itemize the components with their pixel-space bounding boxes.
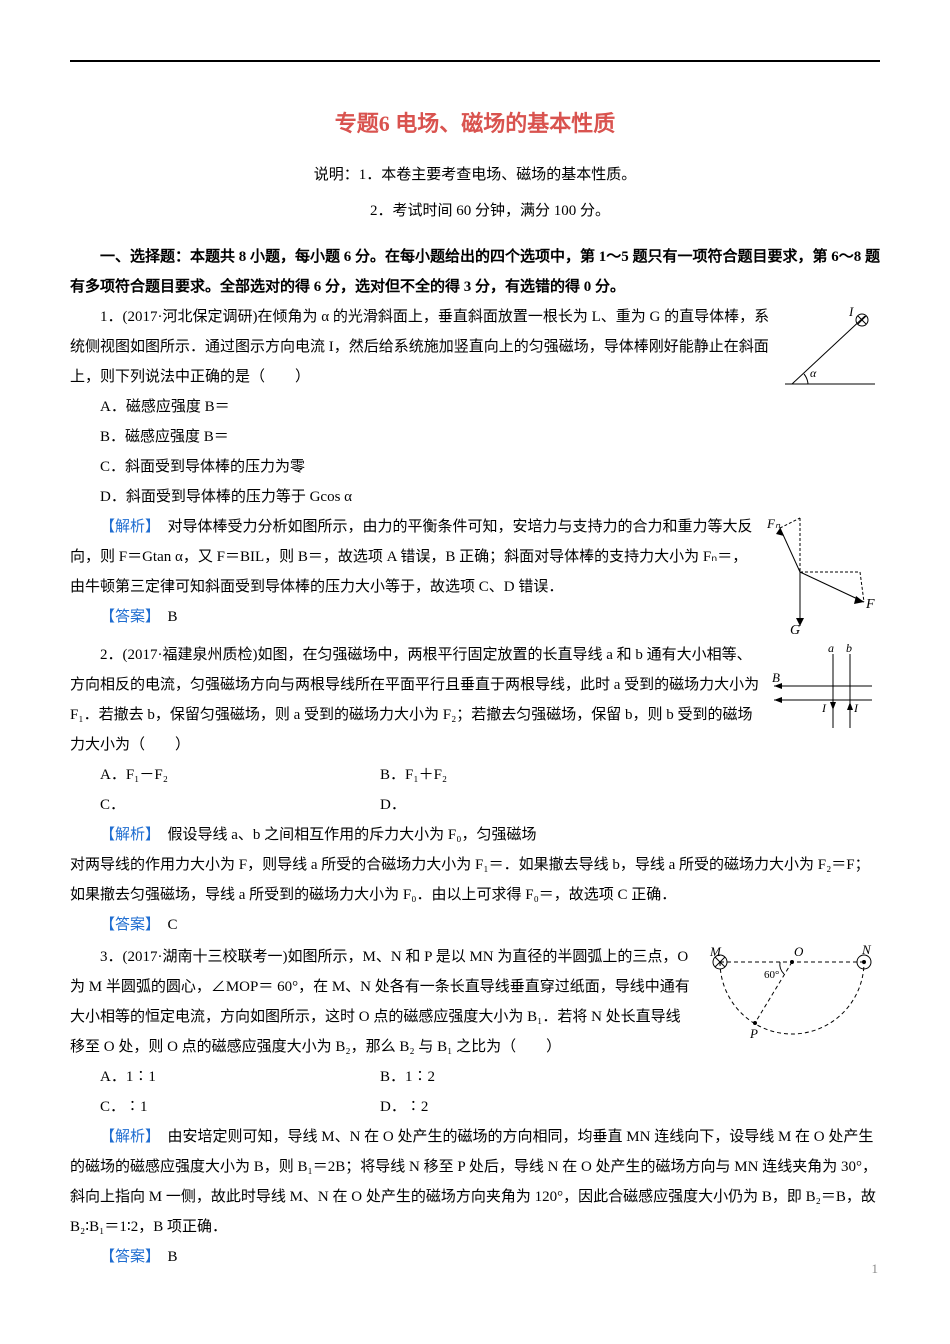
q3-opt-b: B．1∶2 — [380, 1062, 660, 1092]
q1-stem: 1．(2017·河北保定调研)在倾角为 α 的光滑斜面上，垂直斜面放置一根长为 … — [70, 302, 880, 392]
answer-label: 【答案】 — [100, 609, 153, 625]
q3-answer: 【答案】 B — [70, 1242, 880, 1272]
q2-opt-b: B．F₁＋F₂ — [380, 760, 660, 790]
q2-analysis-a: 假设导线 a、b 之间相互作用的斥力大小为 F₀，匀强磁场 — [153, 827, 537, 843]
svg-text:60°: 60° — [764, 969, 779, 981]
svg-text:F: F — [865, 597, 875, 612]
q2-opts-2: C． D． — [100, 790, 880, 820]
q1-answer: 【答案】 B — [70, 602, 880, 632]
svg-text:M: M — [709, 944, 722, 959]
q2-opt-d: D． — [380, 790, 660, 820]
analysis-label-2: 【解析】 — [100, 827, 153, 843]
q2-opts: A．F₁－F₂ B．F₁＋F₂ — [100, 760, 880, 790]
q2-answer: 【答案】 C — [70, 910, 880, 940]
q3-answer-text: B — [153, 1249, 178, 1265]
svg-text:B: B — [772, 670, 780, 685]
section-head: 一、选择题：本题共 8 小题，每小题 6 分。在每小题给出的四个选项中，第 1～… — [70, 242, 880, 302]
q3-opts-2: C．∶1 D．∶2 — [100, 1092, 880, 1122]
q1-opt-b: B．磁感应强度 B＝ — [70, 422, 880, 452]
q3-analysis-text: 由安培定则可知，导线 M、N 在 O 处产生的磁场的方向相同，均垂直 MN 连线… — [70, 1129, 877, 1235]
top-rule — [70, 60, 880, 62]
svg-text:G: G — [790, 623, 800, 636]
q3-opt-c: C．∶1 — [100, 1092, 380, 1122]
svg-text:N: N — [861, 944, 872, 957]
svg-text:P: P — [749, 1026, 758, 1041]
q1-force-diagram: Fₙ G F — [762, 514, 880, 636]
answer-label-3: 【答案】 — [100, 1249, 153, 1265]
q2-answer-text: C — [153, 917, 178, 933]
q1-analysis: 【解析】 对导体棒受力分析如图所示，由力的平衡条件可知，安培力与支持力的合力和重… — [70, 512, 880, 602]
svg-text:I: I — [821, 701, 827, 715]
note-line-2: 2．考试时间 60 分钟，满分 100 分。 — [70, 196, 880, 226]
q1-figure-incline: I α — [780, 304, 880, 392]
q2-analysis-cont: 对两导线的作用力大小为 F，则导线 a 所受的合磁场力大小为 F₁＝．如果撤去导… — [70, 850, 880, 910]
page-number: 1 — [872, 1256, 879, 1282]
q1-answer-text: B — [153, 609, 178, 625]
svg-text:Fₙ: Fₙ — [766, 516, 781, 531]
q3-analysis: 【解析】 由安培定则可知，导线 M、N 在 O 处产生的磁场的方向相同，均垂直 … — [70, 1122, 880, 1242]
q3-opts: A．1∶1 B．1∶2 — [100, 1062, 880, 1092]
q2-opt-c: C． — [100, 790, 380, 820]
svg-text:I: I — [853, 701, 859, 715]
q1-opt-d: D．斜面受到导体棒的压力等于 Gcos α — [70, 482, 880, 512]
q2-opt-a: A．F₁－F₂ — [100, 760, 380, 790]
q2-figure: a b B I I — [768, 642, 880, 734]
q1-opt-a: A．磁感应强度 B＝ — [70, 392, 880, 422]
q3-opt-a: A．1∶1 — [100, 1062, 380, 1092]
q3-opt-d: D．∶2 — [380, 1092, 660, 1122]
analysis-label: 【解析】 — [100, 519, 153, 535]
svg-text:O: O — [794, 944, 804, 959]
q3-figure: M O N P 60° — [702, 944, 880, 1042]
q1-opt-c: C．斜面受到导体棒的压力为零 — [70, 452, 880, 482]
svg-text:a: a — [828, 642, 834, 655]
svg-text:I: I — [848, 304, 854, 319]
svg-text:α: α — [810, 366, 817, 380]
svg-text:b: b — [846, 642, 852, 655]
answer-label-2: 【答案】 — [100, 917, 153, 933]
q1-analysis-text: 对导体棒受力分析如图所示，由力的平衡条件可知，安培力与支持力的合力和重力等大反向… — [70, 519, 753, 595]
q2-analysis: 【解析】 假设导线 a、b 之间相互作用的斥力大小为 F₀，匀强磁场 — [70, 820, 880, 850]
q2-stem: 2．(2017·福建泉州质检)如图，在匀强磁场中，两根平行固定放置的长直导线 a… — [70, 640, 880, 760]
analysis-label-3: 【解析】 — [100, 1129, 153, 1145]
note-line-1: 说明：1．本卷主要考查电场、磁场的基本性质。 — [70, 160, 880, 190]
page-title: 专题6 电场、磁场的基本性质 — [70, 102, 880, 146]
exam-notes: 说明：1．本卷主要考查电场、磁场的基本性质。 2．考试时间 60 分钟，满分 1… — [70, 160, 880, 226]
